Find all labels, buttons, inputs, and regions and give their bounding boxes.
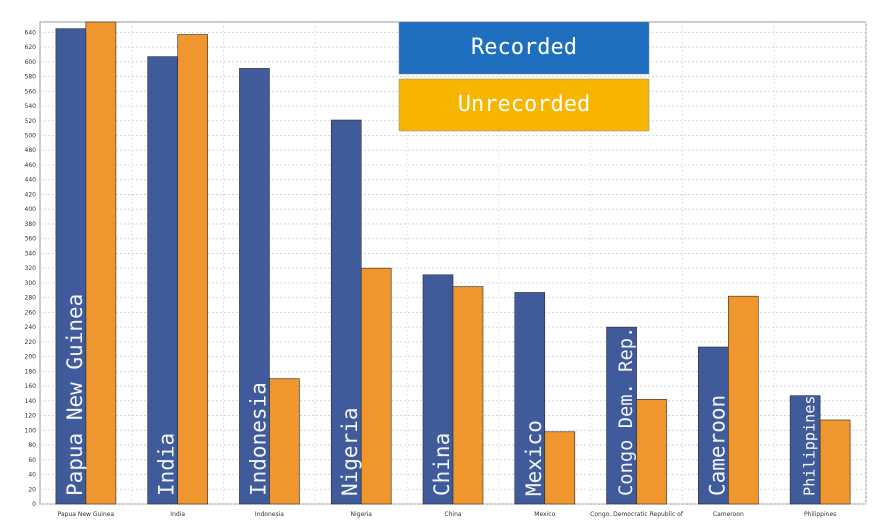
bar-unrecorded-1 <box>177 34 208 505</box>
bar-recorded-1 <box>147 56 178 505</box>
y-tick-label: 320 <box>25 265 37 272</box>
bar-unrecorded-6 <box>636 399 667 505</box>
x-tick-label: China <box>444 511 461 518</box>
y-tick-label: 120 <box>25 413 37 420</box>
bar-label: Nigeria <box>338 407 362 496</box>
bar-label: Mexico <box>522 420 546 496</box>
y-tick-label: 520 <box>25 118 37 125</box>
y-tick-label: 620 <box>25 44 37 51</box>
y-tick-label: 600 <box>25 59 37 66</box>
y-tick-label: 540 <box>25 103 37 110</box>
x-tick-label: Philippines <box>804 511 836 518</box>
y-tick-label: 440 <box>25 177 37 184</box>
x-axis: Papua New Guinea India Indonesia Nigeria Chi… <box>58 511 837 518</box>
y-tick-label: 500 <box>25 132 37 139</box>
bar-recorded-0 <box>55 28 87 505</box>
bar-recorded-7 <box>698 346 729 505</box>
bar-label: Cameroon <box>705 395 729 496</box>
y-axis: 0 20 40 60 80 100 120 140 160 180 200 220 240 260 280 3… <box>25 29 37 508</box>
bar-label: Philippines <box>801 395 819 496</box>
bar-recorded-4 <box>422 274 454 505</box>
bar-label: Indonesia <box>246 382 270 496</box>
y-tick-label: 460 <box>25 162 37 169</box>
y-tick-label: 340 <box>25 250 37 257</box>
bar-unrecorded-2 <box>269 378 300 505</box>
y-tick-label: 360 <box>25 236 37 243</box>
y-tick-label: 180 <box>25 368 37 375</box>
y-tick-label: 100 <box>25 427 37 434</box>
x-tick-label: Nigeria <box>350 511 372 518</box>
y-tick-label: 400 <box>25 206 37 213</box>
bar-recorded-5 <box>514 292 546 505</box>
y-tick-label: 80 <box>28 442 36 449</box>
bar-label: Congo Dem. Rep. <box>616 327 637 496</box>
bar-recorded-8 <box>789 395 821 505</box>
y-tick-label: 580 <box>25 74 37 81</box>
x-tick-label: Cameroon <box>713 511 744 518</box>
bar-unrecorded-0 <box>85 21 117 505</box>
bar-recorded-2 <box>239 68 270 505</box>
y-tick-label: 560 <box>25 88 37 95</box>
bars: Papua New Guinea India Indonesia Nigeria Chi… <box>55 21 851 505</box>
bar-unrecorded-4 <box>452 286 484 505</box>
x-tick-label: India <box>170 511 185 518</box>
bar-unrecorded-8 <box>819 419 851 505</box>
y-tick-label: 640 <box>25 29 37 36</box>
y-tick-label: 260 <box>25 309 37 316</box>
legend-label: Unrecorded <box>458 92 590 117</box>
legend-swatch-unrecorded <box>398 78 650 132</box>
y-tick-label: 200 <box>25 354 37 361</box>
legend: Recorded Unrecorded <box>398 21 650 132</box>
bar-label: India <box>155 433 179 496</box>
x-tick-label: Papua New Guinea <box>58 511 115 518</box>
bar-recorded-6 <box>606 326 637 505</box>
y-tick-label: 140 <box>25 398 37 405</box>
y-tick-label: 240 <box>25 324 37 331</box>
bar-label: Papua New Guinea <box>63 294 87 496</box>
y-tick-label: 0 <box>32 501 36 508</box>
y-tick-label: 20 <box>28 486 36 493</box>
x-tick-label: Indonesia <box>255 511 284 518</box>
y-tick-label: 160 <box>25 383 37 390</box>
x-tick-label: Congo, Democratic Republic of <box>590 511 684 518</box>
bar-unrecorded-5 <box>544 431 576 505</box>
y-tick-label: 40 <box>28 472 36 479</box>
bar-recorded-3 <box>330 119 362 505</box>
legend-label: Recorded <box>471 35 577 60</box>
legend-swatch-recorded <box>398 21 650 75</box>
bar-label: China <box>430 433 454 496</box>
y-tick-label: 480 <box>25 147 37 154</box>
bar-unrecorded-7 <box>728 295 759 505</box>
y-tick-label: 60 <box>28 457 36 464</box>
y-tick-label: 300 <box>25 280 37 287</box>
y-tick-label: 280 <box>25 295 37 302</box>
y-tick-label: 380 <box>25 221 37 228</box>
y-tick-label: 420 <box>25 191 37 198</box>
y-tick-label: 220 <box>25 339 37 346</box>
x-tick-label: Mexico <box>534 511 555 518</box>
bar-unrecorded-3 <box>360 267 392 505</box>
